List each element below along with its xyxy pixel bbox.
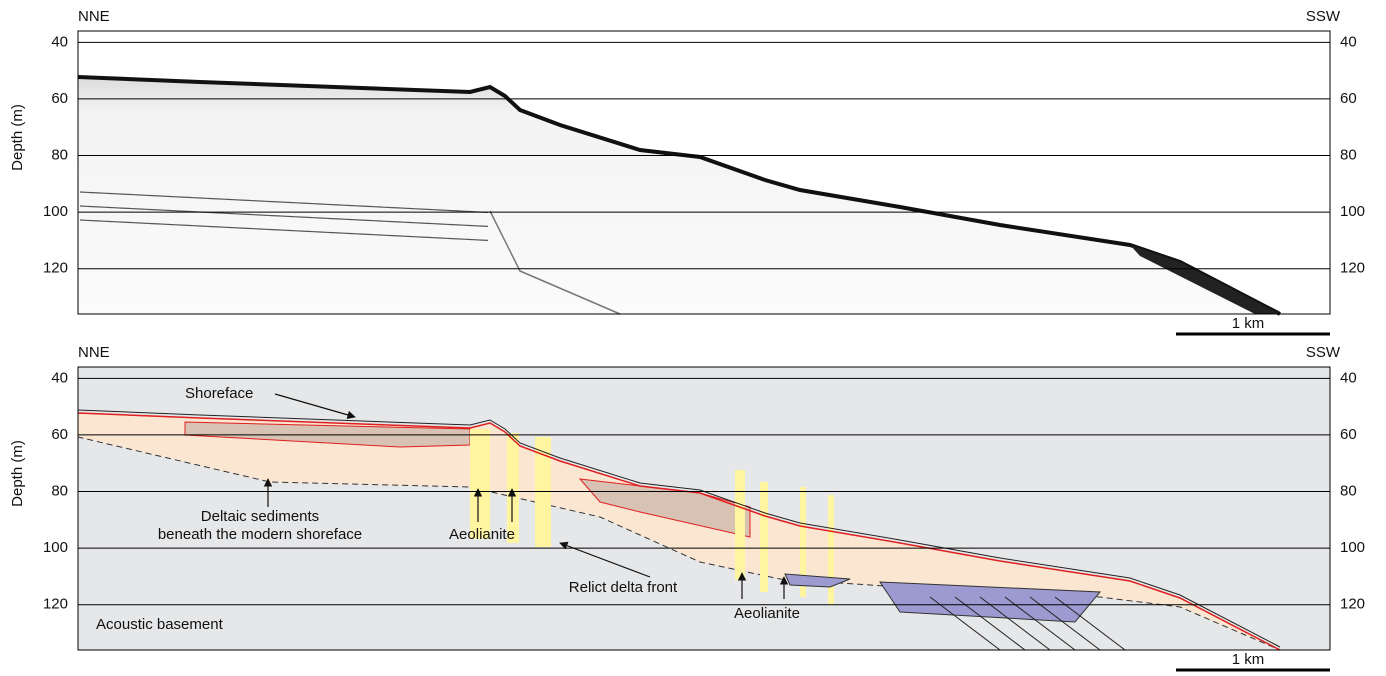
y-tick-label-right: 60 (1340, 90, 1357, 107)
aeolianite (760, 482, 768, 592)
y-tick-label: 100 (43, 539, 68, 556)
annotation: Shoreface (185, 385, 253, 402)
y-tick-label-right: 100 (1340, 203, 1365, 220)
y-tick-label-right: 60 (1340, 426, 1357, 443)
y-tick-label: 80 (51, 482, 68, 499)
y-tick-label: 60 (51, 426, 68, 443)
y-tick-label-right: 40 (1340, 369, 1357, 386)
y-tick-label: 40 (51, 33, 68, 50)
aeolianite (735, 470, 745, 580)
scale-label: 1 km (1232, 651, 1265, 668)
aeolianite (470, 429, 490, 539)
y-tick-label: 60 (51, 90, 68, 107)
annotation: Acoustic basement (96, 616, 224, 633)
annotation: Deltaic sediments (201, 508, 319, 525)
y-tick-label: 120 (43, 596, 68, 613)
right-direction: SSW (1306, 344, 1341, 361)
figure: 40 40 60 60 80 80 100 100 120 120 NNE SSW Depth (m) 1… (0, 0, 1386, 676)
annotation: Relict delta front (569, 579, 678, 596)
y-axis-label: Depth (m) (9, 440, 26, 507)
panel: 40 40 60 60 80 80 100 100 120 120 NNE SSW Depth (m) 1… (9, 8, 1365, 334)
left-direction: NNE (78, 344, 110, 361)
scale-label: 1 km (1232, 315, 1265, 332)
seismic-fill (78, 77, 1330, 314)
right-direction: SSW (1306, 8, 1341, 25)
y-tick-label: 100 (43, 203, 68, 220)
y-tick-label-right: 120 (1340, 260, 1365, 277)
y-tick-label-right: 80 (1340, 482, 1357, 499)
annotation: beneath the modern shoreface (158, 526, 362, 543)
annotation: Aeolianite (449, 526, 515, 543)
page: {"chart_data": [ {"type": "section", "le… (0, 0, 1386, 676)
y-axis-label: Depth (m) (9, 104, 26, 171)
y-tick-label-right: 80 (1340, 146, 1357, 163)
annotation: Aeolianite (734, 605, 800, 622)
y-tick-label-right: 120 (1340, 596, 1365, 613)
y-tick-label-right: 40 (1340, 33, 1357, 50)
y-tick-label: 40 (51, 369, 68, 386)
y-tick-label: 80 (51, 146, 68, 163)
y-tick-label: 120 (43, 260, 68, 277)
y-tick-label-right: 100 (1340, 539, 1365, 556)
aeolianite (828, 495, 834, 605)
left-direction: NNE (78, 8, 110, 25)
